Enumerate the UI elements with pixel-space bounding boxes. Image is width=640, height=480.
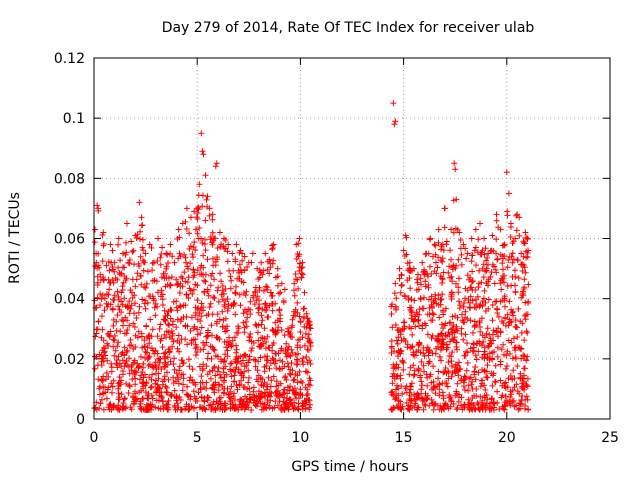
data-point <box>107 241 114 248</box>
data-point <box>142 250 149 257</box>
data-point <box>146 241 153 248</box>
data-point <box>171 259 178 266</box>
x-axis: 0 5 10 15 20 25 <box>90 58 619 446</box>
data-points <box>91 100 532 413</box>
data-point <box>198 130 205 137</box>
data-point <box>489 232 496 239</box>
data-point <box>136 199 143 206</box>
x-axis-label: GPS time / hours <box>291 459 408 475</box>
data-point <box>229 250 236 257</box>
data-point <box>301 289 308 296</box>
y-tick-label: 0.12 <box>54 51 85 67</box>
y-axis: 0 0.02 0.04 0.06 0.08 0.1 0.12 <box>54 51 610 428</box>
data-point <box>200 151 207 158</box>
plot-frame <box>93 57 611 420</box>
data-point <box>183 205 190 212</box>
x-tick-label: 25 <box>601 430 619 446</box>
data-point <box>443 238 450 245</box>
data-point <box>196 181 203 188</box>
data-point-cloud <box>91 192 532 413</box>
data-point <box>419 259 426 266</box>
data-point <box>291 280 298 287</box>
y-axis-label: ROTI / TECUs <box>7 192 23 284</box>
x-tick-label: 15 <box>395 430 413 446</box>
data-point <box>191 208 198 215</box>
data-point <box>202 172 209 179</box>
data-point <box>241 253 248 260</box>
data-point <box>392 118 399 125</box>
data-point <box>493 211 500 218</box>
data-point <box>431 241 438 248</box>
data-point <box>391 121 398 128</box>
data-point <box>278 280 285 287</box>
data-point <box>415 271 421 278</box>
x-tick-label: 20 <box>498 430 516 446</box>
y-tick-label: 0.02 <box>54 352 85 368</box>
x-tick-label: 0 <box>90 430 99 446</box>
data-point <box>115 235 122 242</box>
y-tick-label: 0.1 <box>63 111 85 127</box>
y-tick-label: 0.06 <box>54 232 85 248</box>
data-point <box>254 265 261 272</box>
y-tick-label: 0.08 <box>54 171 85 187</box>
data-point <box>464 250 471 257</box>
data-point <box>188 214 194 221</box>
x-tick-label: 5 <box>193 430 202 446</box>
data-point <box>225 241 232 248</box>
data-point <box>204 193 211 200</box>
data-point <box>451 160 458 167</box>
data-point <box>216 229 223 236</box>
data-point <box>505 190 512 197</box>
data-point <box>477 220 483 227</box>
data-point <box>212 163 219 170</box>
chart-title: Day 279 of 2014, Rate Of TEC Index for r… <box>162 20 535 36</box>
data-point <box>233 241 240 248</box>
data-point <box>213 160 220 167</box>
data-point <box>396 265 403 272</box>
data-point <box>518 250 525 257</box>
data-point <box>460 241 467 248</box>
data-point <box>103 262 110 269</box>
data-point <box>522 229 529 236</box>
data-point <box>258 259 265 266</box>
data-point <box>270 241 277 248</box>
data-point <box>249 250 256 257</box>
y-tick-label: 0 <box>76 412 85 428</box>
data-point <box>150 259 157 266</box>
data-point <box>262 250 269 257</box>
data-point <box>209 211 216 218</box>
data-point <box>481 235 488 242</box>
grid <box>94 58 610 419</box>
data-point <box>448 226 455 233</box>
data-point <box>296 235 303 242</box>
data-point <box>175 226 182 233</box>
data-point <box>274 265 281 272</box>
x-tick-label: 10 <box>291 430 309 446</box>
data-point <box>400 247 407 254</box>
data-point <box>452 166 459 173</box>
data-point <box>512 235 519 242</box>
data-point <box>472 226 479 233</box>
data-point <box>392 280 399 287</box>
y-tick-label: 0.04 <box>54 292 85 308</box>
data-point <box>138 214 145 221</box>
data-point <box>94 202 101 209</box>
data-point <box>503 169 510 176</box>
data-point <box>303 310 310 317</box>
data-point <box>468 235 475 242</box>
data-point <box>159 244 166 251</box>
data-point <box>92 226 98 233</box>
data-point <box>124 220 130 227</box>
data-point <box>128 238 135 245</box>
data-point <box>155 235 161 242</box>
data-point <box>390 100 397 107</box>
data-point <box>119 250 126 257</box>
data-point <box>167 241 174 248</box>
data-point <box>435 226 442 233</box>
data-point <box>199 148 206 155</box>
